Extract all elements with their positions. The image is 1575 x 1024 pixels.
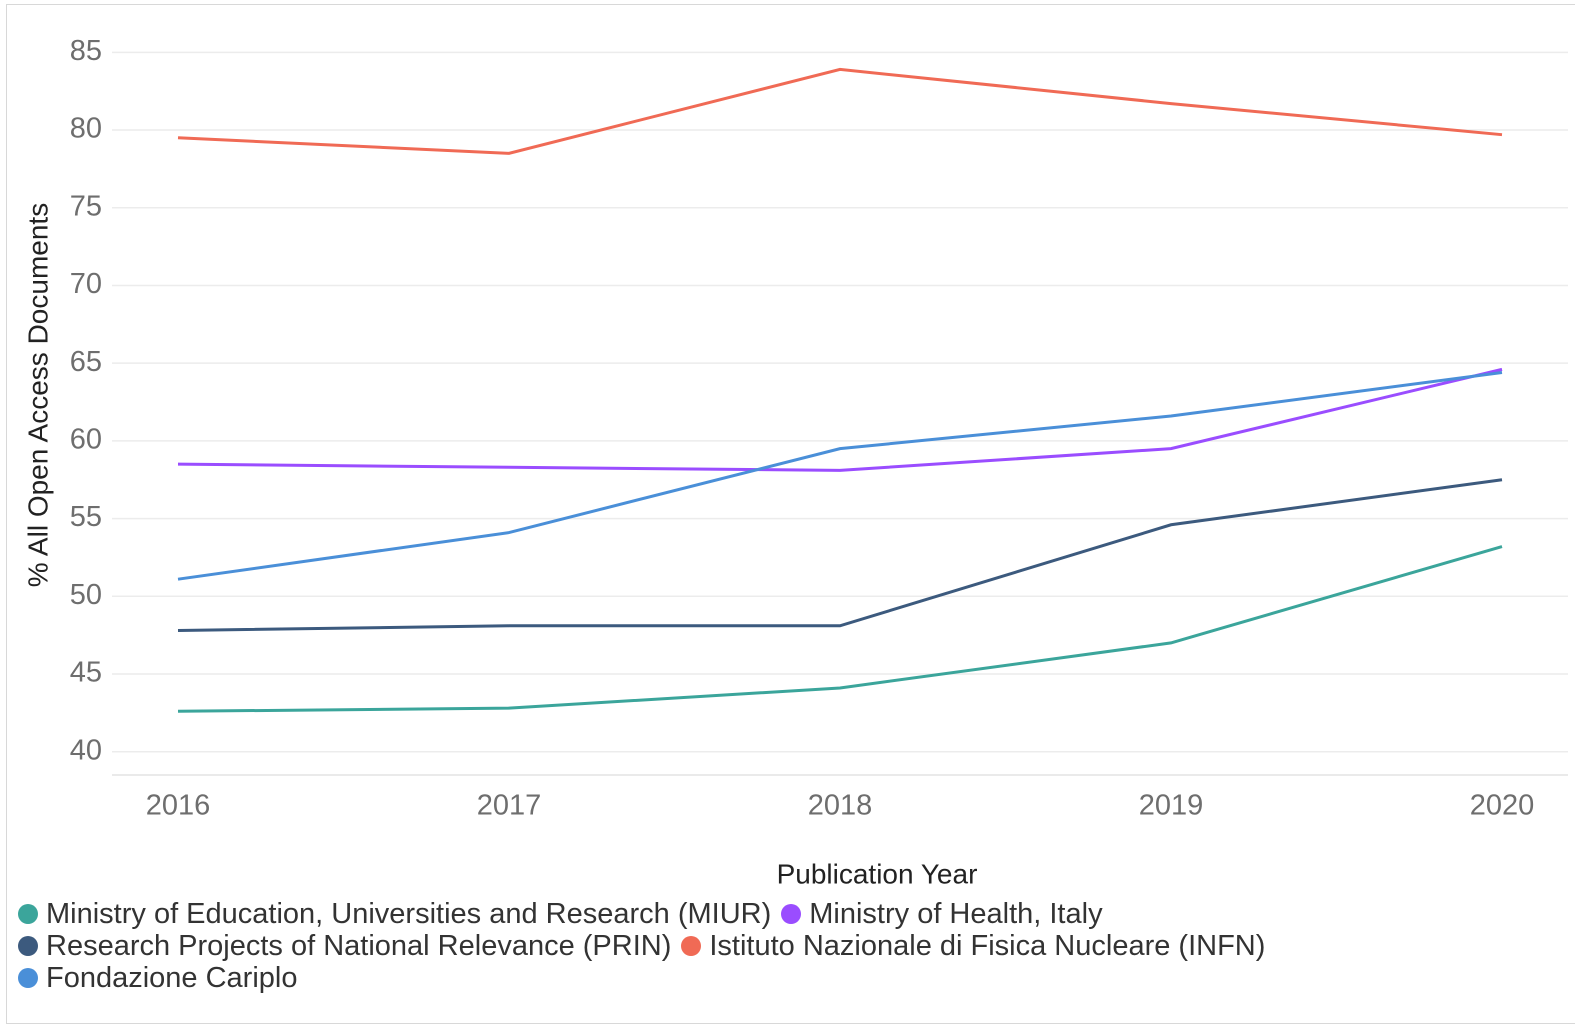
legend-label: Fondazione Cariplo	[46, 962, 298, 994]
y-tick-label: 85	[70, 35, 102, 67]
x-tick-label: 2018	[808, 790, 873, 822]
legend-swatch	[781, 904, 802, 924]
y-tick-label: 75	[70, 190, 102, 222]
legend-item[interactable]: Ministry of Health, Italy	[781, 898, 1103, 930]
series-line	[177, 478, 1503, 632]
legend-swatch	[681, 936, 702, 956]
series-line	[177, 545, 1503, 713]
legend-item[interactable]: Istituto Nazionale di Fisica Nucleare (I…	[681, 930, 1265, 962]
legend-swatch	[18, 968, 38, 988]
y-axis-label: % All Open Access Documents	[22, 203, 53, 587]
legend-label: Istituto Nazionale di Fisica Nucleare (I…	[709, 930, 1266, 962]
legend-item[interactable]: Research Projects of National Relevance …	[18, 930, 671, 962]
y-tick-label: 80	[70, 113, 102, 145]
x-axis-label: Publication Year	[777, 858, 978, 889]
y-tick-label: 55	[70, 501, 102, 533]
series-line	[177, 370, 1503, 581]
series-line	[177, 67, 1503, 155]
legend-item[interactable]: Ministry of Education, Universities and …	[18, 898, 771, 930]
y-tick-label: 65	[70, 346, 102, 378]
x-tick-label: 2019	[1139, 790, 1204, 822]
y-tick-label: 45	[70, 657, 102, 689]
x-tick-label: 2017	[477, 790, 542, 822]
legend-swatch	[18, 904, 38, 924]
x-tick-label: 2020	[1470, 790, 1535, 822]
legend-swatch	[18, 936, 38, 956]
x-tick-label: 2016	[146, 790, 211, 822]
y-tick-label: 40	[70, 734, 102, 766]
y-tick-label: 60	[70, 424, 102, 456]
legend-label: Ministry of Education, Universities and …	[46, 898, 772, 930]
y-tick-label: 50	[70, 579, 102, 611]
series-line	[177, 367, 1503, 472]
legend-label: Ministry of Health, Italy	[809, 898, 1103, 930]
legend-label: Research Projects of National Relevance …	[46, 930, 672, 962]
legend: Ministry of Education, Universities and …	[18, 898, 1438, 994]
legend-item[interactable]: Fondazione Cariplo	[18, 962, 297, 994]
y-tick-label: 70	[70, 268, 102, 300]
